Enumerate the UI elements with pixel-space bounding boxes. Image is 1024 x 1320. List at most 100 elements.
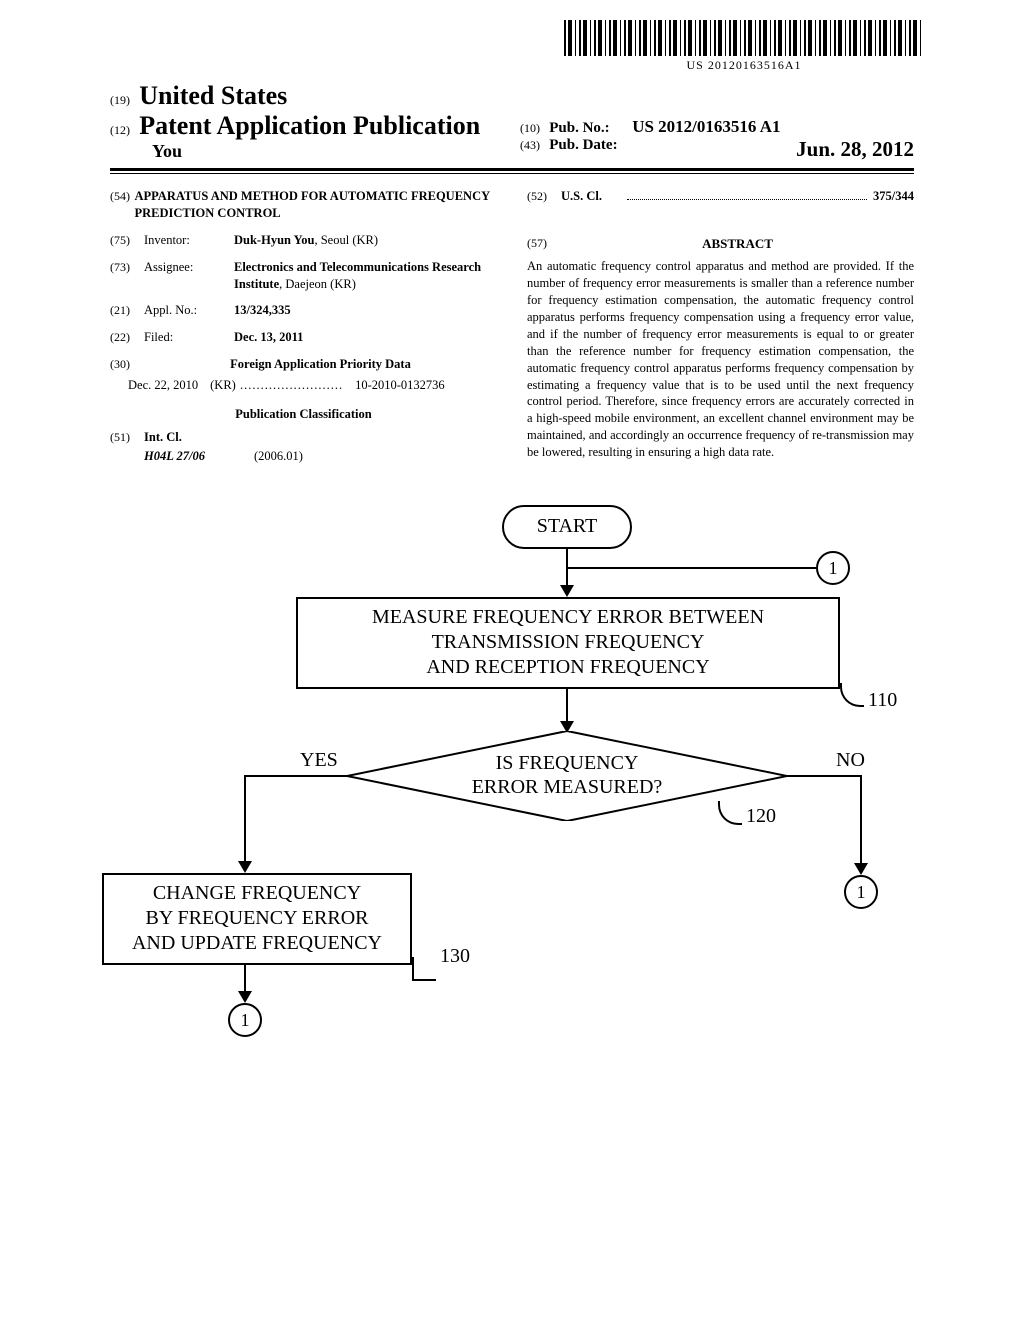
inventor-label: Inventor: [144,232,234,249]
fc-connector-left-label: 1 [241,1010,250,1030]
patent-header: (19) United States (12) Patent Applicati… [110,81,914,162]
abstract-block: (57) ABSTRACT An automatic frequency con… [527,235,914,461]
pub-date: Jun. 28, 2012 [796,137,914,162]
ref-tick-icon [840,683,864,707]
inventor-val: Duk-Hyun You, Seoul (KR) [234,232,497,249]
pub-no: US 2012/0163516 A1 [632,117,780,136]
foreign-heading: Foreign Application Priority Data [144,356,497,373]
priority-row: Dec. 22, 2010 (KR) 10-2010-0132736 [128,377,497,394]
barcode-text: US 20120163516A1 [564,58,924,73]
filed-label: Filed: [144,329,234,346]
intcl-date: (2006.01) [254,448,303,465]
fc-connector-top-label: 1 [829,558,838,578]
code-12: (12) [110,123,130,137]
uscl-row: (52) U.S. Cl. 375/344 [527,188,914,205]
intcl-label: Int. Cl. [144,429,182,446]
author-name: You [110,141,504,162]
abstract-body: An automatic frequency control apparatus… [527,258,914,461]
code-30: (30) [110,356,144,373]
rule-thick [110,168,914,171]
assignee-row: (73) Assignee: Electronics and Telecommu… [110,259,497,293]
pub-no-label: Pub. No.: [549,120,609,136]
country: United States [139,81,287,110]
code-21: (21) [110,302,144,319]
fc-ref-110: 110 [868,689,897,712]
code-57: (57) [527,235,561,259]
uscl-class: 375/344 [873,188,914,205]
barcode: US 20120163516A1 [564,20,924,73]
code-22: (22) [110,329,144,346]
assignee-name: Electronics and Telecommunications Resea… [234,260,481,291]
fc-arrowhead-icon [854,863,868,875]
inventor-name: Duk-Hyun You [234,233,314,247]
priority-date: Dec. 22, 2010 [128,377,198,394]
fc-start-label: START [537,514,598,539]
left-column: (54) APPARATUS AND METHOD FOR AUTOMATIC … [110,188,497,465]
fc-connector-top: 1 [816,551,850,585]
flowchart: START 1 MEASURE FREQUENCY ERROR BETWEEN … [132,505,892,1045]
fc-step-130-label: CHANGE FREQUENCY BY FREQUENCY ERROR AND … [132,881,382,956]
fc-decision-120-label: IS FREQUENCY ERROR MEASURED? [347,751,787,799]
intcl-class-row: H04L 27/06 (2006.01) [144,448,497,465]
applno-row: (21) Appl. No.: 13/324,335 [110,302,497,319]
rule-thin [110,173,914,174]
code-10: (10) [520,121,540,135]
fc-branch-no: NO [836,749,865,772]
fc-arrowhead-icon [238,991,252,1003]
code-73: (73) [110,259,144,293]
code-75: (75) [110,232,144,249]
fc-edge [244,775,246,865]
fc-start: START [502,505,632,549]
fc-connector-right: 1 [844,875,878,909]
assignee-val: Electronics and Telecommunications Resea… [234,259,497,293]
code-43: (43) [520,138,540,152]
fc-edge [787,775,862,777]
filed-val: Dec. 13, 2011 [234,329,497,346]
publication-type: Patent Application Publication [139,111,480,140]
patent-title: APPARATUS AND METHOD FOR AUTOMATIC FREQU… [134,188,497,222]
fc-step-130: CHANGE FREQUENCY BY FREQUENCY ERROR AND … [102,873,412,965]
fc-edge [244,775,348,777]
fc-ref-120: 120 [746,805,776,828]
inventor-row: (75) Inventor: Duk-Hyun You, Seoul (KR) [110,232,497,249]
fc-ref-130: 130 [440,945,470,968]
uscl-label: U.S. Cl. [561,188,621,205]
applno-val: 13/324,335 [234,302,497,319]
barcode-block: US 20120163516A1 [40,20,924,73]
filed-row: (22) Filed: Dec. 13, 2011 [110,329,497,346]
fc-branch-yes: YES [300,749,338,772]
code-51: (51) [110,429,144,446]
fc-edge [566,689,568,725]
priority-country: (KR) [210,377,343,394]
fc-edge [566,549,568,589]
pubclass-heading: Publication Classification [110,406,497,423]
uscl-dots [627,192,867,200]
abstract-heading: ABSTRACT [561,235,914,253]
assignee-loc: , Daejeon (KR) [279,277,356,291]
title-row: (54) APPARATUS AND METHOD FOR AUTOMATIC … [110,188,497,222]
biblio-columns: (54) APPARATUS AND METHOD FOR AUTOMATIC … [110,188,914,465]
ref-tick-icon [412,957,436,981]
inventor-loc: , Seoul (KR) [314,233,378,247]
intcl-class: H04L 27/06 [144,448,254,465]
pub-date-label: Pub. Date: [549,137,617,153]
intcl-row: (51) Int. Cl. [110,429,497,446]
barcode-stripes [564,20,924,56]
fc-arrowhead-icon [560,585,574,597]
foreign-heading-row: (30) Foreign Application Priority Data [110,356,497,373]
fc-edge [860,775,862,867]
right-column: (52) U.S. Cl. 375/344 (57) ABSTRACT An a… [527,188,914,465]
fc-edge [568,567,816,569]
ref-tick-icon [718,801,742,825]
priority-no: 10-2010-0132736 [355,377,445,394]
code-19: (19) [110,93,130,107]
fc-arrowhead-icon [238,861,252,873]
code-52: (52) [527,188,561,204]
applno-label: Appl. No.: [144,302,234,319]
fc-step-110-label: MEASURE FREQUENCY ERROR BETWEEN TRANSMIS… [372,605,764,680]
fc-connector-right-label: 1 [857,882,866,902]
fc-connector-left: 1 [228,1003,262,1037]
assignee-label: Assignee: [144,259,234,293]
code-54: (54) [110,188,134,222]
fc-step-110: MEASURE FREQUENCY ERROR BETWEEN TRANSMIS… [296,597,840,689]
